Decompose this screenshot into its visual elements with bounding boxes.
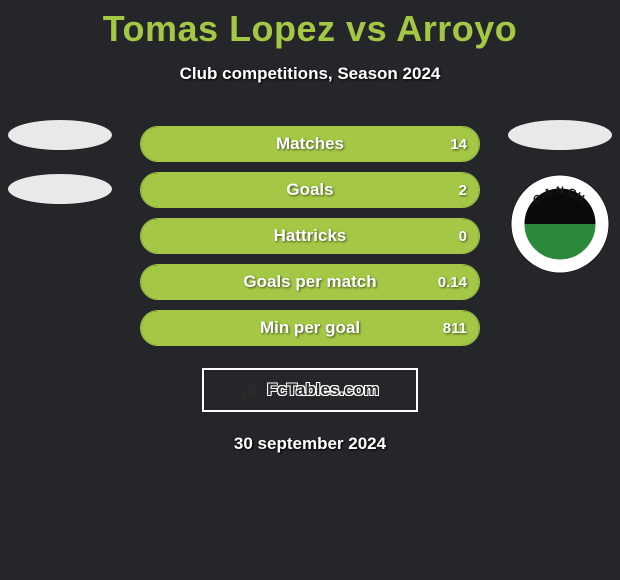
left-player-placeholder-1 xyxy=(8,120,112,150)
club-badge-icon: C.A.N.CH. xyxy=(510,174,610,274)
stat-row: Hattricks0 xyxy=(140,218,480,254)
stat-row: Goals2 xyxy=(140,172,480,208)
brand-box: FcTables.com xyxy=(202,368,418,412)
stat-label: Min per goal xyxy=(141,318,479,338)
stat-row: Matches14 xyxy=(140,126,480,162)
stat-right-value: 14 xyxy=(450,136,467,153)
stat-label: Matches xyxy=(141,134,479,154)
stat-label: Goals xyxy=(141,180,479,200)
left-player-placeholder-2 xyxy=(8,174,112,204)
stat-row: Min per goal811 xyxy=(140,310,480,346)
stat-right-value: 811 xyxy=(443,320,467,337)
right-player-placeholder-1 xyxy=(508,120,612,150)
page-title: Tomas Lopez vs Arroyo xyxy=(0,0,620,50)
stat-right-value: 0.14 xyxy=(438,274,467,291)
stat-right-value: 2 xyxy=(459,182,467,199)
footer-date: 30 september 2024 xyxy=(0,434,620,454)
stat-right-value: 0 xyxy=(459,228,467,245)
left-player-column xyxy=(8,120,112,228)
chart-icon xyxy=(241,380,263,400)
brand-text: FcTables.com xyxy=(267,380,379,400)
stat-label: Hattricks xyxy=(141,226,479,246)
stat-row: Goals per match0.14 xyxy=(140,264,480,300)
right-player-column: C.A.N.CH. xyxy=(508,120,612,279)
stat-label: Goals per match xyxy=(141,272,479,292)
page-subtitle: Club competitions, Season 2024 xyxy=(0,64,620,84)
